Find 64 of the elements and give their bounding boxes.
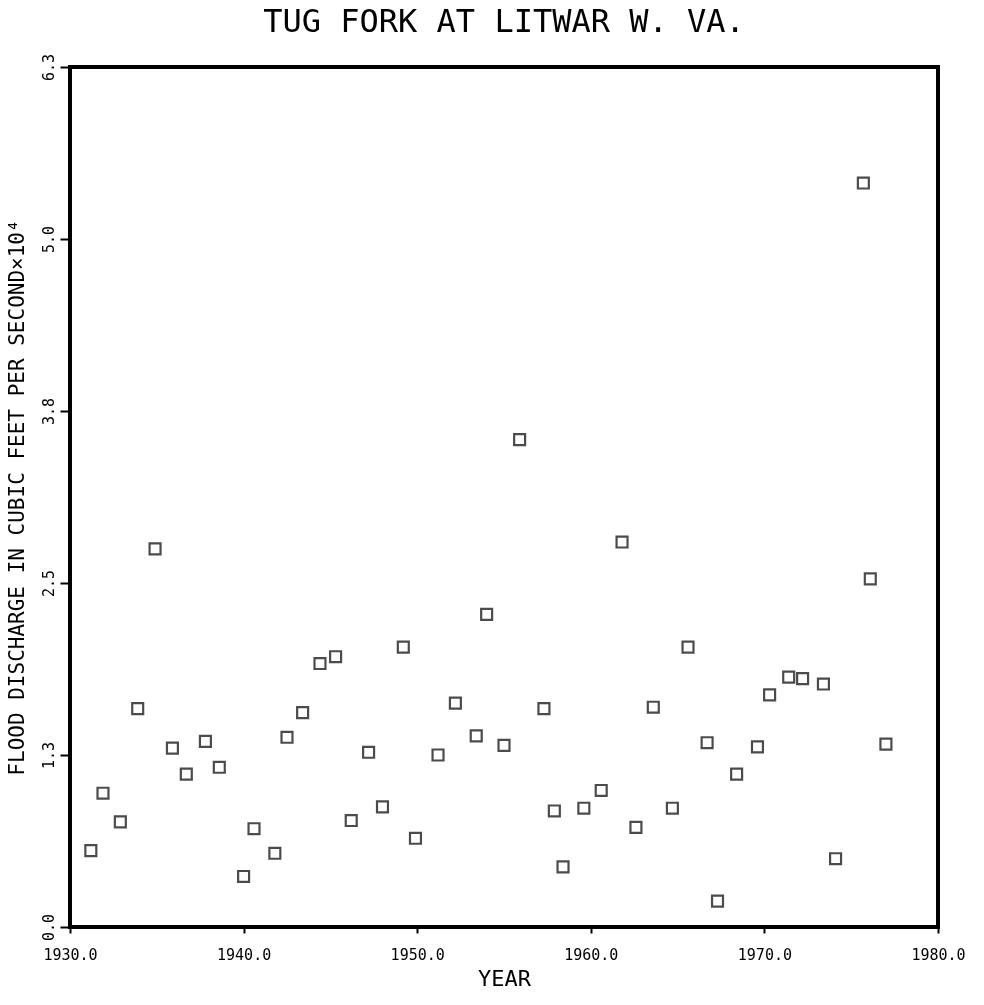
point [480, 607, 494, 621]
point [198, 734, 212, 748]
point [796, 671, 810, 686]
point [730, 767, 744, 781]
x-tick-label: 1950.0 [390, 945, 445, 964]
point [362, 745, 376, 759]
chart-title: TUG FORK AT LITWAR W. VA. [263, 2, 745, 41]
point [615, 535, 629, 549]
point [113, 815, 127, 829]
point [375, 800, 390, 814]
y-tick-label: 1.3 [39, 741, 58, 770]
point [863, 572, 877, 586]
point [408, 831, 423, 845]
point [344, 813, 358, 828]
x-tick-label: 1960.0 [564, 945, 619, 964]
point [829, 852, 843, 866]
point [497, 738, 511, 753]
point [131, 702, 145, 716]
point [179, 767, 193, 781]
point [469, 729, 483, 743]
point [268, 846, 282, 860]
point [280, 730, 294, 744]
point [700, 736, 714, 750]
x-tick-label: 1980.0 [911, 945, 966, 964]
point [212, 760, 226, 774]
point [247, 822, 261, 836]
x-axis-title: YEAR [478, 965, 532, 991]
point [431, 748, 445, 762]
point [165, 741, 179, 755]
point [556, 860, 570, 874]
y-tick-label: 3.8 [39, 397, 58, 426]
point [856, 176, 870, 190]
point [710, 894, 725, 908]
point [513, 433, 527, 447]
x-tick-label: 1940.0 [217, 945, 272, 964]
point [396, 640, 410, 654]
point [296, 706, 310, 720]
point [681, 640, 695, 654]
x-tick-label: 1970.0 [737, 945, 792, 964]
point [547, 804, 561, 818]
point [879, 737, 893, 751]
point [84, 843, 98, 858]
point [96, 786, 110, 800]
point [237, 869, 251, 884]
y-tick-label: 2.5 [39, 569, 58, 598]
point [629, 820, 643, 834]
point [313, 656, 327, 671]
point [782, 670, 796, 684]
point [537, 702, 551, 716]
point [577, 801, 591, 815]
point [665, 801, 679, 815]
y-axis-title: FLOOD DISCHARGE IN CUBIC FEET PER SECOND×10⁴ [4, 219, 29, 776]
y-tick-label: 5.0 [39, 225, 58, 254]
point [329, 650, 343, 664]
point [594, 783, 608, 798]
point [763, 688, 777, 702]
point [148, 542, 162, 556]
y-tick-label: 6.3 [39, 53, 58, 82]
point [448, 696, 462, 710]
y-tick-label: 0.0 [39, 913, 58, 942]
point [816, 677, 830, 691]
point [646, 700, 660, 714]
x-tick-label: 1930.0 [43, 945, 98, 964]
point [750, 740, 765, 754]
